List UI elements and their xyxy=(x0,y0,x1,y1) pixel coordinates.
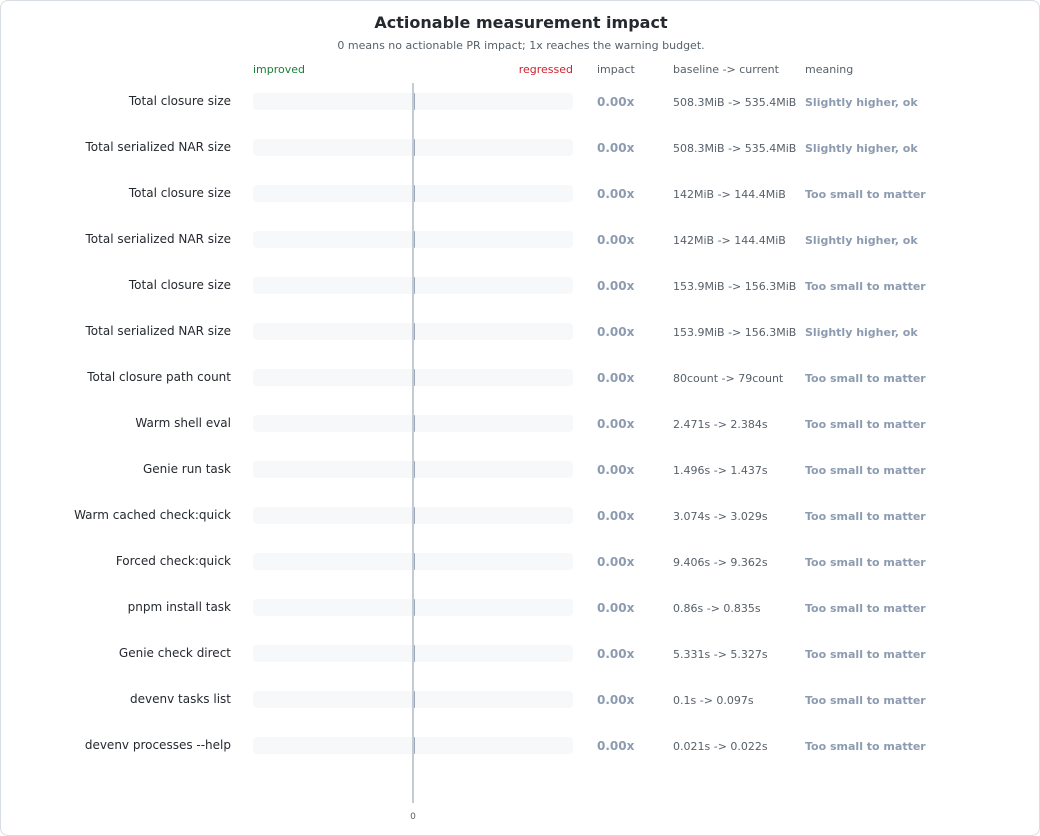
row-label: Warm shell eval xyxy=(135,416,231,430)
chart-row: Total serialized NAR size 0.00x 508.3MiB -… xyxy=(1,136,1040,160)
impact-value: 0.00x xyxy=(597,601,635,615)
row-label: Total closure size xyxy=(128,278,231,292)
baseline-current-value: 142MiB -> 144.4MiB xyxy=(673,188,786,201)
improved-axis-label: improved xyxy=(253,63,306,76)
meaning-value: Too small to matter xyxy=(805,418,926,431)
baseline-column-header: baseline -> current xyxy=(673,63,779,76)
impact-value: 0.00x xyxy=(597,739,635,753)
baseline-current-value: 0.1s -> 0.097s xyxy=(673,694,754,707)
chart-row: Total closure size 0.00x 153.9MiB -> 156.3… xyxy=(1,274,1040,298)
row-label: Genie check direct xyxy=(118,646,231,660)
impact-value: 0.00x xyxy=(597,95,635,109)
meaning-value: Too small to matter xyxy=(805,372,926,385)
row-label: devenv tasks list xyxy=(130,692,231,706)
row-label: pnpm install task xyxy=(127,600,231,614)
impact-value: 0.00x xyxy=(597,647,635,661)
row-label: Forced check:quick xyxy=(115,554,231,568)
impact-value: 0.00x xyxy=(597,187,635,201)
row-label: Total serialized NAR size xyxy=(85,232,231,246)
baseline-current-value: 80count -> 79count xyxy=(673,372,784,385)
chart-row: devenv processes --help 0.00x 0.021s -> 0.… xyxy=(1,734,1040,758)
meaning-value: Too small to matter xyxy=(805,510,926,523)
row-label: Genie run task xyxy=(142,462,231,476)
impact-value: 0.00x xyxy=(597,141,635,155)
chart-row: Total closure size 0.00x 508.3MiB -> 535.4… xyxy=(1,90,1040,114)
meaning-column-header: meaning xyxy=(805,63,854,76)
row-label: Total closure size xyxy=(128,186,231,200)
impact-value: 0.00x xyxy=(597,325,635,339)
baseline-current-value: 0.86s -> 0.835s xyxy=(673,602,761,615)
meaning-value: Too small to matter xyxy=(805,188,926,201)
impact-value: 0.00x xyxy=(597,279,635,293)
chart-row: pnpm install task 0.00x 0.86s -> 0.835s Too… xyxy=(1,596,1040,620)
meaning-value: Too small to matter xyxy=(805,556,926,569)
chart-row: Warm cached check:quick 0.00x 3.074s -> 3.… xyxy=(1,504,1040,528)
chart-title: Actionable measurement impact xyxy=(374,13,668,32)
chart-row: devenv tasks list 0.00x 0.1s -> 0.097s Too … xyxy=(1,688,1040,712)
meaning-value: Too small to matter xyxy=(805,280,926,293)
row-label: Total closure size xyxy=(128,94,231,108)
chart-row: Total serialized NAR size 0.00x 142MiB -> … xyxy=(1,228,1040,252)
row-label: Total serialized NAR size xyxy=(85,140,231,154)
impact-value: 0.00x xyxy=(597,371,635,385)
baseline-current-value: 0.021s -> 0.022s xyxy=(673,740,768,753)
regressed-axis-label: regressed xyxy=(518,63,573,76)
chart-row: Warm shell eval 0.00x 2.471s -> 2.384s Too … xyxy=(1,412,1040,436)
impact-value: 0.00x xyxy=(597,233,635,247)
meaning-value: Slightly higher, ok xyxy=(805,142,918,155)
zero-tick-label: 0 xyxy=(410,812,416,822)
baseline-current-value: 1.496s -> 1.437s xyxy=(673,464,768,477)
impact-value: 0.00x xyxy=(597,509,635,523)
baseline-current-value: 9.406s -> 9.362s xyxy=(673,556,768,569)
meaning-value: Slightly higher, ok xyxy=(805,96,918,109)
meaning-value: Slightly higher, ok xyxy=(805,326,918,339)
chart-row: Genie run task 0.00x 1.496s -> 1.437s Too s… xyxy=(1,458,1040,482)
impact-value: 0.00x xyxy=(597,417,635,431)
impact-value: 0.00x xyxy=(597,693,635,707)
baseline-current-value: 153.9MiB -> 156.3MiB xyxy=(673,280,797,293)
impact-column-header: impact xyxy=(597,63,635,76)
chart-row: Total closure size 0.00x 142MiB -> 144.4Mi… xyxy=(1,182,1040,206)
chart-row: Forced check:quick 0.00x 9.406s -> 9.362s T… xyxy=(1,550,1040,574)
row-label: Total serialized NAR size xyxy=(85,324,231,338)
zero-axis-line xyxy=(412,83,414,803)
row-label: Warm cached check:quick xyxy=(74,508,231,522)
baseline-current-value: 5.331s -> 5.327s xyxy=(673,648,768,661)
chart-row: Genie check direct 0.00x 5.331s -> 5.327s T… xyxy=(1,642,1040,666)
baseline-current-value: 3.074s -> 3.029s xyxy=(673,510,768,523)
meaning-value: Too small to matter xyxy=(805,602,926,615)
row-label: devenv processes --help xyxy=(84,738,231,752)
impact-value: 0.00x xyxy=(597,463,635,477)
baseline-current-value: 508.3MiB -> 535.4MiB xyxy=(673,142,797,155)
row-label: Total closure path count xyxy=(87,370,231,384)
meaning-value: Too small to matter xyxy=(805,694,926,707)
chart-row: Total closure path count 0.00x 80count -> … xyxy=(1,366,1040,390)
baseline-current-value: 153.9MiB -> 156.3MiB xyxy=(673,326,797,339)
meaning-value: Slightly higher, ok xyxy=(805,234,918,247)
impact-value: 0.00x xyxy=(597,555,635,569)
meaning-value: Too small to matter xyxy=(805,740,926,753)
chart-row: Total serialized NAR size 0.00x 153.9MiB -… xyxy=(1,320,1040,344)
meaning-value: Too small to matter xyxy=(805,464,926,477)
baseline-current-value: 508.3MiB -> 535.4MiB xyxy=(673,96,797,109)
chart-subtitle: 0 means no actionable PR impact; 1x reac… xyxy=(337,39,705,52)
baseline-current-value: 2.471s -> 2.384s xyxy=(673,418,768,431)
baseline-current-value: 142MiB -> 144.4MiB xyxy=(673,234,786,247)
meaning-value: Too small to matter xyxy=(805,648,926,661)
